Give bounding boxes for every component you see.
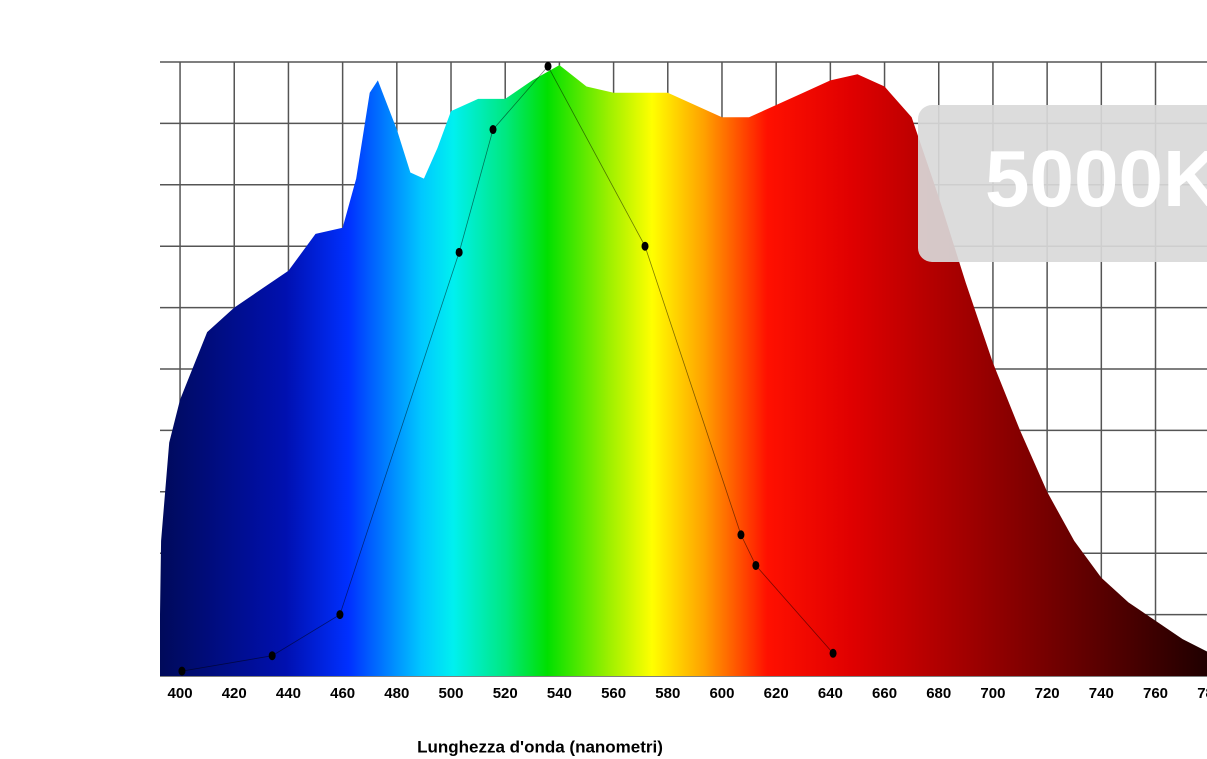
curve-point	[641, 241, 649, 251]
x-tick-label: 680	[926, 685, 951, 702]
x-tick-label: 660	[872, 685, 897, 702]
curve-point	[336, 610, 344, 620]
x-tick-label: 520	[493, 685, 518, 702]
x-axis-label: Lunghezza d'onda (nanometri)	[417, 737, 663, 756]
x-tick-label: 500	[438, 685, 463, 702]
x-tick-label: 780	[1197, 685, 1207, 702]
x-tick-label: 480	[384, 685, 409, 702]
curve-point	[489, 125, 497, 135]
x-tick-label: 560	[601, 685, 626, 702]
x-tick-label: 720	[1035, 685, 1060, 702]
x-tick-label: 740	[1089, 685, 1114, 702]
curve-point	[829, 648, 837, 658]
curve-point	[178, 666, 186, 676]
x-tick-label: 760	[1143, 685, 1168, 702]
x-tick-label: 540	[547, 685, 572, 702]
x-tick-label: 440	[276, 685, 301, 702]
luminosity-curve	[181, 65, 834, 672]
x-tick-label: 460	[330, 685, 355, 702]
badge	[918, 105, 1207, 262]
curve-point	[268, 651, 276, 661]
curve-point	[455, 247, 463, 257]
curve-point	[752, 560, 760, 570]
x-tick-label: 600	[709, 685, 734, 702]
x-tick-label: 640	[818, 685, 843, 702]
curve-point	[737, 530, 745, 540]
curve-point	[544, 61, 552, 71]
x-tick-label: 420	[222, 685, 247, 702]
x-tick-label: 400	[168, 685, 193, 702]
x-tick-label: 620	[764, 685, 789, 702]
annotation: 5000K	[985, 134, 1207, 223]
x-tick-label: 580	[655, 685, 680, 702]
x-tick-label: 700	[980, 685, 1005, 702]
